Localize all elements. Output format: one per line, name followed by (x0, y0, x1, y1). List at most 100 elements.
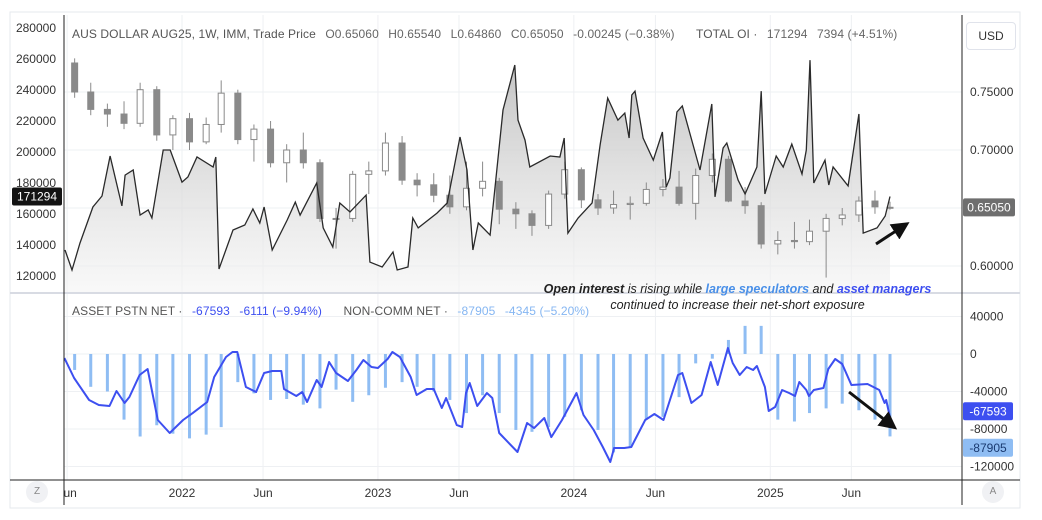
oi-axis-tick: 180000 (16, 176, 56, 190)
non-comm-net-last-label: -87905 (963, 438, 1013, 457)
price-candle (642, 182, 650, 206)
non-comm-net-bar (73, 354, 77, 370)
symbol-title[interactable]: AUS DOLLAR AUG25, 1W, IMM, Trade Price (72, 27, 316, 41)
candle-body (430, 184, 438, 196)
non-comm-net-value: -87905 (457, 304, 496, 318)
non-comm-net-bar (644, 354, 648, 420)
non-comm-net-bar (105, 354, 109, 392)
oi-axis-tick: 260000 (16, 52, 56, 66)
annotation-t1: is rising while (624, 282, 706, 296)
non-comm-net-bar (415, 354, 419, 387)
time-axis-tick: 2022 (169, 486, 196, 500)
candle-body (626, 202, 634, 206)
candle-body (381, 142, 389, 172)
candle-body (349, 173, 357, 219)
price-candle (838, 208, 846, 226)
non-comm-net-bar (204, 354, 208, 435)
price-candle (299, 132, 307, 169)
price-candle (267, 121, 275, 168)
price-candle (283, 144, 291, 183)
non-comm-net-bar (464, 354, 468, 414)
non-comm-net-bar (171, 354, 175, 434)
last-oi-label-text: 171294 (17, 189, 57, 203)
asset-pstn-net-label[interactable]: ASSET PSTN NET · (72, 304, 183, 318)
candle-body (267, 128, 275, 164)
price-candle (871, 190, 879, 214)
price-candle (430, 173, 438, 203)
annotation-large-speculators: large speculators (705, 282, 810, 296)
candle-body (610, 204, 618, 209)
open-interest-area (65, 60, 890, 292)
last-oi-label-bg (12, 187, 62, 206)
non-comm-net-bar (612, 354, 616, 453)
low-value: L0.64860 (450, 27, 502, 41)
total-oi-change: 7394 (+4.51%) (817, 27, 898, 41)
non-comm-net-bar (219, 354, 223, 428)
falling-arrow-icon (848, 390, 898, 430)
oi-axis-tick: 200000 (16, 145, 56, 159)
last-price-label: 0.65050 (963, 198, 1015, 217)
candle-body (283, 149, 291, 164)
price-candle (675, 170, 683, 206)
price-candle (545, 190, 553, 229)
zoom-button[interactable]: Z (26, 481, 48, 503)
open-interest-line (64, 60, 891, 273)
annotation-text: Open interest is rising while large spec… (530, 281, 945, 313)
non-comm-net-bar (710, 354, 714, 359)
axes: 120000 140000 160000 180000 200000 220000 2400… (16, 21, 1014, 474)
asset-pstn-net-change: -6111 (−9.94%) (239, 304, 323, 318)
non-comm-net-bar (89, 354, 93, 387)
candle-body (822, 217, 830, 232)
upper-pane (64, 58, 894, 292)
price-candle (495, 177, 503, 225)
non-comm-net-label[interactable]: NON-COMM NET · (343, 304, 448, 318)
asset-pstn-net-last-label: -67593 (963, 402, 1013, 421)
price-candle (365, 161, 373, 195)
oi-axis-tick: 140000 (16, 238, 56, 252)
non-comm-net-bar (759, 325, 763, 354)
price-candle (774, 231, 782, 255)
price-candle (577, 167, 585, 208)
time-axis-tick: Jun (449, 486, 468, 500)
price-candle (136, 82, 144, 127)
non-comm-net-bar (547, 354, 551, 428)
non-comm-net-bar (122, 354, 126, 420)
candle-body (577, 169, 585, 201)
asset-pstn-net-last-label-bg (963, 402, 1013, 421)
price-candle (234, 89, 242, 145)
candle-body (169, 118, 177, 136)
candle-body (838, 214, 846, 219)
asset-pstn-net-line (64, 347, 891, 463)
auto-scale-button[interactable]: A (982, 481, 1004, 503)
candle-body (774, 239, 782, 245)
price-candle (202, 117, 210, 145)
price-candle (479, 161, 487, 197)
total-oi-label[interactable]: TOTAL OI · (696, 27, 758, 41)
time-axis-tick: Jun (253, 486, 272, 500)
asset-pstn-net-last-label-text: -67593 (969, 404, 1007, 418)
price-candle (805, 219, 813, 246)
non-comm-net-bar (138, 354, 142, 437)
price-candle (413, 173, 421, 197)
non-comm-net-bar (188, 354, 192, 439)
currency-button[interactable]: USD (966, 22, 1016, 50)
candle-body (790, 239, 798, 243)
non-comm-net-bar (840, 354, 844, 404)
time-axis[interactable]: Jun 2022 Jun 2023 Jun 2024 Jun 2025 Jun (57, 486, 861, 500)
net-axis-tick: -40000 (970, 385, 1008, 399)
price-candle (217, 80, 225, 133)
candle-body (724, 158, 732, 202)
non-comm-net-bar (514, 354, 518, 430)
non-comm-net-bar (367, 354, 371, 396)
non-comm-net-bar (448, 354, 452, 400)
price-candle (724, 155, 732, 203)
candle-body (250, 128, 258, 141)
annotation-asset-managers: asset managers (836, 282, 932, 296)
net-axis-tick: 40000 (970, 310, 1004, 324)
price-candle (626, 196, 634, 220)
high-value: H0.65540 (388, 27, 442, 41)
time-axis-tick: Jun (57, 486, 76, 500)
price-candle (398, 136, 406, 185)
rising-arrow-icon (875, 222, 910, 246)
